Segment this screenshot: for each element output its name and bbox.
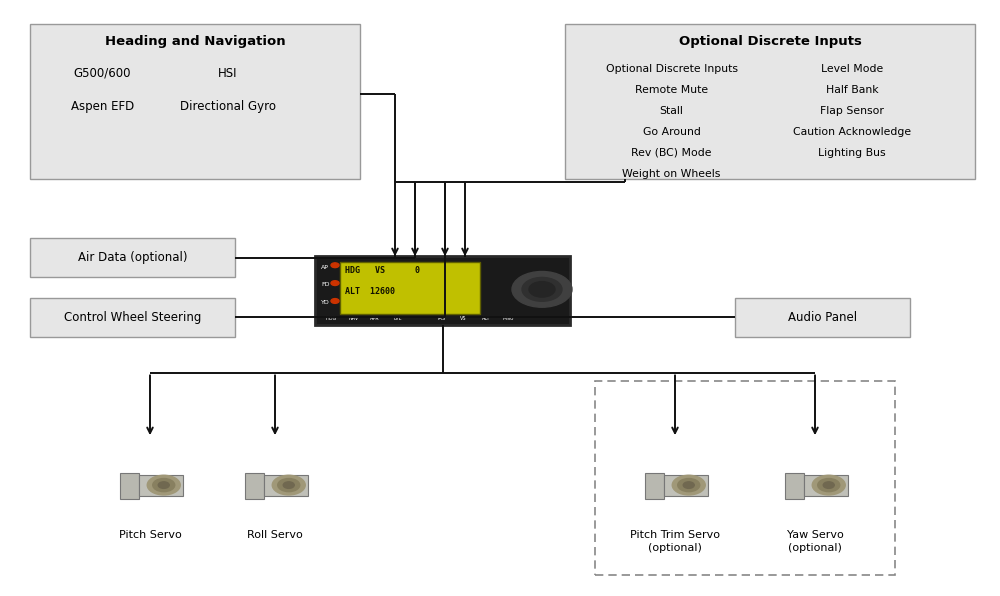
Text: Caution Acknowledge: Caution Acknowledge xyxy=(793,127,911,137)
Circle shape xyxy=(672,475,705,495)
Text: HOG: HOG xyxy=(325,316,337,321)
Text: Aspen EFD: Aspen EFD xyxy=(71,100,134,113)
Text: ALT: ALT xyxy=(482,316,490,321)
Text: Lighting Bus: Lighting Bus xyxy=(818,148,886,158)
Text: HDG   VS      0: HDG VS 0 xyxy=(345,266,420,275)
Circle shape xyxy=(153,479,175,492)
Text: AP: AP xyxy=(321,265,329,269)
FancyBboxPatch shape xyxy=(30,24,360,179)
Text: VS: VS xyxy=(460,316,467,321)
Text: Audio Panel: Audio Panel xyxy=(788,311,857,324)
FancyBboxPatch shape xyxy=(804,475,848,496)
Text: G500/600: G500/600 xyxy=(74,67,131,80)
Circle shape xyxy=(812,475,845,495)
Text: Optional Discrete Inputs: Optional Discrete Inputs xyxy=(679,35,861,48)
Text: HSI: HSI xyxy=(218,67,238,80)
Text: Remote Mute: Remote Mute xyxy=(635,85,708,95)
Circle shape xyxy=(147,475,180,495)
FancyBboxPatch shape xyxy=(30,298,235,337)
Circle shape xyxy=(331,299,339,303)
FancyBboxPatch shape xyxy=(120,473,139,499)
Text: Pitch Trim Servo
(optional): Pitch Trim Servo (optional) xyxy=(630,530,720,553)
Text: Air Data (optional): Air Data (optional) xyxy=(78,252,187,264)
Text: Pitch Servo: Pitch Servo xyxy=(119,530,181,541)
Circle shape xyxy=(529,281,555,297)
Text: Stall: Stall xyxy=(660,106,684,116)
FancyBboxPatch shape xyxy=(30,238,235,277)
Text: LVL: LVL xyxy=(393,316,402,321)
Text: APR: APR xyxy=(370,316,380,321)
Text: Directional Gyro: Directional Gyro xyxy=(180,100,276,113)
FancyBboxPatch shape xyxy=(735,298,910,337)
Circle shape xyxy=(522,277,562,301)
FancyBboxPatch shape xyxy=(645,473,664,499)
FancyBboxPatch shape xyxy=(264,475,308,496)
FancyBboxPatch shape xyxy=(565,24,975,179)
FancyBboxPatch shape xyxy=(245,473,264,499)
Circle shape xyxy=(512,271,572,307)
Circle shape xyxy=(331,281,339,285)
Circle shape xyxy=(283,482,294,488)
Text: IAS: IAS xyxy=(438,316,446,321)
FancyBboxPatch shape xyxy=(785,473,804,499)
Text: Control Wheel Steering: Control Wheel Steering xyxy=(64,311,201,324)
Text: Optional Discrete Inputs: Optional Discrete Inputs xyxy=(606,64,738,74)
Text: ALT  12600: ALT 12600 xyxy=(345,287,395,296)
Circle shape xyxy=(678,479,700,492)
Circle shape xyxy=(823,482,834,488)
Circle shape xyxy=(278,479,300,492)
Text: Level Mode: Level Mode xyxy=(821,64,883,74)
Text: Flap Sensor: Flap Sensor xyxy=(820,106,884,116)
Text: Yaw Servo
(optional): Yaw Servo (optional) xyxy=(787,530,843,553)
Circle shape xyxy=(818,479,840,492)
Text: NAV: NAV xyxy=(348,316,358,321)
FancyBboxPatch shape xyxy=(340,262,480,314)
Text: FD: FD xyxy=(321,283,330,287)
Circle shape xyxy=(158,482,169,488)
Circle shape xyxy=(683,482,694,488)
Text: YD: YD xyxy=(321,300,330,305)
Text: Heading and Navigation: Heading and Navigation xyxy=(105,35,285,48)
Text: Go Around: Go Around xyxy=(643,127,701,137)
Text: Weight on Wheels: Weight on Wheels xyxy=(622,169,721,179)
FancyBboxPatch shape xyxy=(139,475,183,496)
Circle shape xyxy=(331,263,339,268)
Text: Half Bank: Half Bank xyxy=(826,85,878,95)
Text: MNU: MNU xyxy=(502,316,514,321)
FancyBboxPatch shape xyxy=(664,475,708,496)
FancyBboxPatch shape xyxy=(315,256,570,325)
Text: Rev (BC) Mode: Rev (BC) Mode xyxy=(631,148,712,158)
Text: Roll Servo: Roll Servo xyxy=(247,530,303,541)
Circle shape xyxy=(272,475,305,495)
